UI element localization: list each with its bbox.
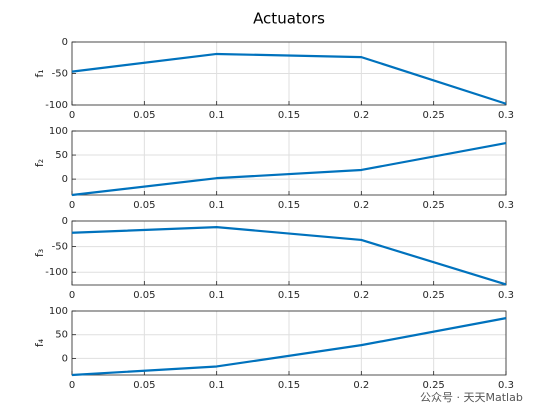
- x-tick-label: 0.15: [278, 200, 300, 211]
- y-tick-label: 0: [62, 174, 68, 185]
- x-tick-label: 0.05: [133, 290, 155, 301]
- x-tick-label: 0.2: [353, 200, 369, 211]
- y-tick-label: -50: [52, 242, 68, 253]
- x-tick-label: 0.2: [353, 380, 369, 391]
- x-tick-label: 0.3: [498, 380, 514, 391]
- data-line: [71, 317, 507, 377]
- x-tick-label: 0.2: [353, 110, 369, 121]
- x-tick-label: 0.1: [209, 380, 225, 391]
- data-line: [71, 226, 507, 286]
- x-tick-label: 0.05: [133, 380, 155, 391]
- x-tick-label: 0.15: [278, 110, 300, 121]
- x-tick-label: 0.2: [353, 290, 369, 301]
- x-tick-label: 0.3: [498, 110, 514, 121]
- x-tick-label: 0.05: [133, 200, 155, 211]
- watermark: 公众号 · 天天Matlab: [420, 391, 523, 404]
- x-tick-label: 0.3: [498, 290, 514, 301]
- y-axis-label: f₂: [33, 159, 46, 167]
- x-tick-label: 0: [69, 110, 75, 121]
- y-tick-label: -100: [45, 100, 68, 111]
- y-tick-label: 100: [49, 126, 68, 137]
- x-tick-label: 0.25: [423, 200, 445, 211]
- data-line: [71, 52, 507, 105]
- y-axis-label: f₄: [33, 338, 46, 347]
- x-tick-label: 0.25: [423, 380, 445, 391]
- chart-title: Actuators: [253, 10, 325, 28]
- x-tick-label: 0: [69, 290, 75, 301]
- y-tick-label: 0: [62, 37, 68, 48]
- y-tick-label: 50: [55, 150, 68, 161]
- y-tick-label: 100: [49, 306, 68, 317]
- y-tick-label: 0: [62, 216, 68, 227]
- x-tick-label: 0.15: [278, 290, 300, 301]
- y-tick-label: 0: [62, 353, 68, 364]
- y-axis-label: f₁: [33, 69, 46, 77]
- y-tick-label: 50: [55, 330, 68, 341]
- x-tick-label: 0.15: [278, 380, 300, 391]
- x-tick-label: 0.1: [209, 290, 225, 301]
- y-tick-label: -100: [45, 267, 68, 278]
- x-tick-label: 0.05: [133, 110, 155, 121]
- x-tick-label: 0.3: [498, 200, 514, 211]
- data-line: [71, 141, 507, 197]
- x-tick-label: 0: [69, 380, 75, 391]
- x-tick-label: 0.25: [423, 290, 445, 301]
- x-tick-label: 0.25: [423, 110, 445, 121]
- x-tick-label: 0: [69, 200, 75, 211]
- y-tick-label: -50: [52, 69, 68, 80]
- y-axis-label: f₃: [33, 249, 46, 257]
- x-tick-label: 0.1: [209, 200, 225, 211]
- x-tick-label: 0.1: [209, 110, 225, 121]
